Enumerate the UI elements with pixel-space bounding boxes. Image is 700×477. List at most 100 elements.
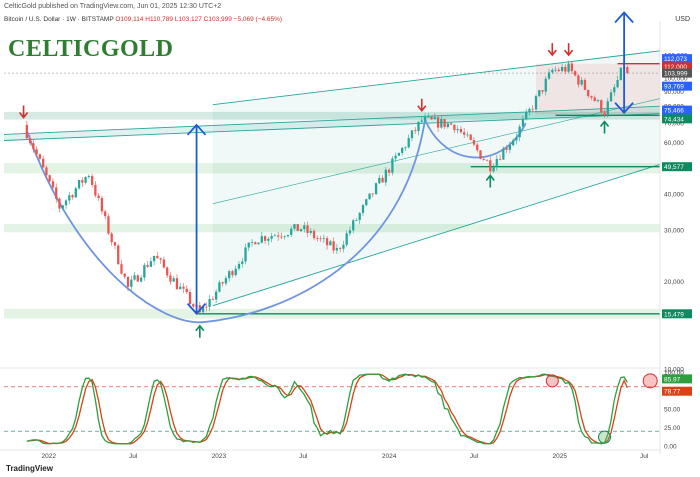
candle-body: [489, 160, 492, 172]
candle-body: [90, 175, 94, 185]
candle: [606, 97, 609, 118]
candle-body: [201, 306, 205, 313]
cup-right: [204, 119, 426, 323]
tradingview-brand: TradingView: [6, 464, 53, 473]
candle-body: [51, 181, 55, 188]
candle: [306, 221, 309, 238]
candle-body: [352, 220, 355, 231]
candle: [205, 302, 208, 312]
candle: [28, 135, 32, 146]
candle: [374, 182, 378, 196]
candle-body: [286, 234, 290, 237]
candle: [384, 167, 387, 186]
candle: [152, 255, 156, 266]
candle: [352, 219, 355, 234]
support-zone: [4, 224, 660, 233]
candle: [609, 89, 613, 102]
candle-body: [166, 267, 169, 276]
candle-body: [296, 224, 299, 231]
candle: [463, 128, 466, 139]
candle-body: [348, 230, 352, 234]
candle: [459, 125, 463, 134]
candle: [433, 113, 436, 120]
channel-mid: [212, 98, 660, 204]
candle-body: [332, 241, 335, 251]
candle: [339, 246, 342, 253]
candle-body: [541, 90, 544, 92]
candle: [77, 179, 81, 190]
candle-body: [525, 111, 528, 120]
candle: [110, 231, 113, 246]
candle-body: [87, 175, 90, 178]
top-arrow-icon: [563, 43, 574, 57]
candle: [423, 113, 427, 124]
y-tick-label: 90,000: [664, 89, 684, 96]
candle: [485, 159, 489, 161]
candle: [146, 261, 149, 268]
candle: [97, 192, 100, 201]
candle-body: [143, 265, 146, 278]
candle-body: [316, 238, 319, 239]
candle: [100, 195, 104, 215]
candle: [521, 115, 525, 131]
candle-body: [48, 175, 51, 182]
y-tick-label: 20,000: [664, 279, 684, 286]
price-label-bg: [662, 81, 692, 91]
candle-body: [459, 128, 463, 133]
candle: [469, 133, 472, 141]
bottom-arrow-icon: [485, 174, 495, 188]
candle: [319, 235, 322, 242]
candle-body: [479, 150, 482, 159]
candle-body: [368, 193, 371, 200]
candle-body: [570, 63, 574, 72]
candle-body: [68, 195, 71, 201]
price-label: 103,999: [664, 71, 688, 78]
candle: [528, 107, 531, 116]
candle: [348, 226, 352, 236]
candle: [401, 146, 404, 156]
stoch-value-label: 78.77: [664, 389, 681, 396]
candle: [492, 163, 495, 173]
candle: [218, 280, 221, 293]
diagonal-top: [4, 105, 660, 135]
candle: [179, 282, 182, 290]
overbought-marker: [545, 374, 559, 388]
candle-body: [290, 228, 293, 235]
candle-body: [257, 242, 260, 245]
candle-body: [476, 144, 479, 151]
candle-body: [466, 134, 469, 136]
candle-body: [355, 219, 358, 221]
candle: [613, 84, 616, 97]
candle: [361, 203, 365, 216]
candle: [538, 89, 541, 98]
candle: [335, 243, 339, 254]
y-tick-label: 70,000: [664, 121, 684, 128]
candle-body: [564, 66, 567, 72]
candle-body: [580, 79, 583, 85]
candle-body: [159, 258, 162, 260]
candle: [420, 116, 423, 124]
candle-body: [169, 275, 172, 282]
candle: [90, 173, 94, 188]
bottom-arrow-icon: [195, 324, 205, 338]
candle-body: [498, 158, 502, 160]
candle-body: [224, 278, 228, 284]
candle: [600, 99, 603, 115]
candle-body: [263, 236, 267, 241]
candle: [440, 114, 443, 129]
candle-body: [277, 235, 280, 237]
candle: [479, 150, 482, 160]
candle-body: [94, 184, 97, 196]
candle: [51, 178, 55, 191]
candle-body: [64, 200, 68, 206]
candle-body: [228, 271, 231, 279]
candle: [410, 130, 414, 142]
candle-body: [616, 80, 619, 88]
candle-body: [152, 255, 156, 262]
candle-body: [551, 69, 554, 73]
x-tick-label: Jul: [470, 453, 479, 460]
candle-body: [358, 212, 361, 220]
candle-body: [55, 187, 58, 199]
